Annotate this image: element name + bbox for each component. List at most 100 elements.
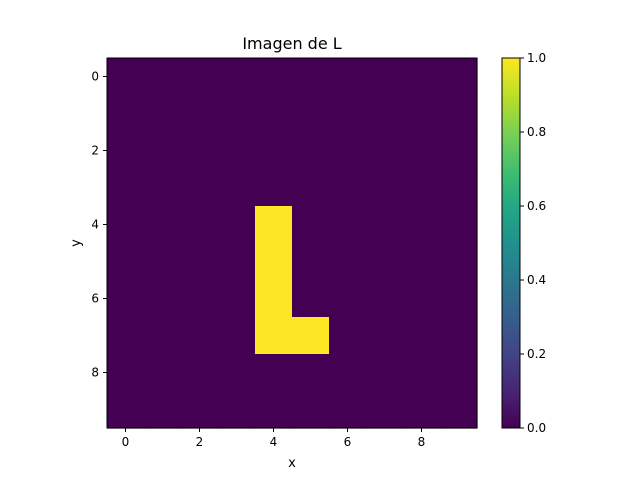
heatmap-cell: [107, 354, 145, 392]
colorbar-tick-label: 0.2: [527, 347, 546, 361]
heatmap-cell: [440, 169, 478, 207]
heatmap-cell: [329, 317, 367, 355]
heatmap-cell: [403, 132, 441, 170]
heatmap-cell: [403, 354, 441, 392]
heatmap-cell: [329, 95, 367, 133]
heatmap-cell: [440, 280, 478, 318]
heatmap-cell: [440, 132, 478, 170]
heatmap-cell: [292, 391, 330, 429]
heatmap-cell: [181, 206, 219, 244]
heatmap-cell: [255, 169, 293, 207]
heatmap-cell: [329, 169, 367, 207]
heatmap-cell: [218, 132, 256, 170]
heatmap-cell: [292, 354, 330, 392]
heatmap-cell: [366, 206, 404, 244]
y-tick-label: 8: [91, 366, 99, 380]
heatmap-cell: [107, 391, 145, 429]
heatmap-cell: [218, 58, 256, 96]
heatmap-cell: [181, 169, 219, 207]
colorbar: [501, 57, 521, 429]
heatmap-cell: [440, 317, 478, 355]
heatmap-cell: [440, 58, 478, 96]
heatmap-cell: [403, 280, 441, 318]
heatmap-cell: [181, 280, 219, 318]
heatmap-cell: [329, 243, 367, 281]
chart-title: Imagen de L: [242, 34, 341, 53]
heatmap-cell: [107, 132, 145, 170]
heatmap-cell: [329, 391, 367, 429]
heatmap-cell: [218, 354, 256, 392]
heatmap-cell: [292, 58, 330, 96]
x-tick-label: 8: [418, 435, 426, 449]
heatmap-cell: [292, 317, 330, 355]
heatmap-cell: [255, 317, 293, 355]
heatmap-cell: [144, 206, 182, 244]
heatmap-cell: [403, 95, 441, 133]
colorbar-tick-label: 1.0: [527, 51, 546, 65]
heatmap-cell: [255, 58, 293, 96]
heatmap-cell: [181, 391, 219, 429]
heatmap-cell: [107, 317, 145, 355]
heatmap-cell: [440, 391, 478, 429]
heatmap-cell: [403, 169, 441, 207]
heatmap-cell: [181, 354, 219, 392]
y-tick-label: 0: [91, 70, 99, 84]
heatmap-cell: [144, 243, 182, 281]
x-tick-label: 0: [122, 435, 130, 449]
heatmap-cell: [144, 391, 182, 429]
heatmap-cell: [292, 280, 330, 318]
heatmap-cell: [218, 95, 256, 133]
heatmap-cell: [440, 243, 478, 281]
heatmap-cell: [403, 58, 441, 96]
heatmap-cell: [255, 354, 293, 392]
colorbar-tick-label: 0.4: [527, 273, 546, 287]
colorbar-tick-label: 0.8: [527, 125, 546, 139]
heatmap-cell: [366, 58, 404, 96]
heatmap-cell: [255, 243, 293, 281]
heatmap-cell: [144, 354, 182, 392]
heatmap-cell: [255, 280, 293, 318]
heatmap-cell: [255, 95, 293, 133]
heatmap-cell: [218, 243, 256, 281]
heatmap-cell: [329, 206, 367, 244]
y-tick-label: 4: [91, 218, 99, 232]
heatmap-cell: [329, 58, 367, 96]
heatmap-cell: [292, 243, 330, 281]
heatmap-cell: [218, 317, 256, 355]
y-axis-label: y: [69, 239, 84, 247]
heatmap-cell: [440, 206, 478, 244]
heatmap-cell: [440, 95, 478, 133]
heatmap-cell: [403, 243, 441, 281]
heatmap-cell: [107, 169, 145, 207]
y-tick-label: 2: [91, 144, 99, 158]
heatmap-cell: [366, 354, 404, 392]
x-axis-ticks: 0 2 4 6 8: [122, 428, 426, 449]
heatmap-cell: [366, 317, 404, 355]
x-tick-label: 2: [196, 435, 204, 449]
heatmap-cell: [144, 95, 182, 133]
heatmap-cell: [440, 354, 478, 392]
heatmap-cell: [144, 317, 182, 355]
colorbar-tick-label: 0.0: [527, 421, 546, 435]
heatmap-cell: [255, 391, 293, 429]
heatmap-cell: [144, 58, 182, 96]
heatmap-cell: [366, 391, 404, 429]
x-tick-label: 6: [344, 435, 352, 449]
heatmap-cell: [292, 95, 330, 133]
heatmap-cell: [403, 206, 441, 244]
heatmap-cell: [366, 132, 404, 170]
heatmap-cell: [181, 243, 219, 281]
heatmap-cell: [107, 206, 145, 244]
colorbar-ticks: 0.0 0.2 0.4 0.6 0.8 1.0: [520, 51, 546, 435]
colorbar-tick-label: 0.6: [527, 199, 546, 213]
heatmap-cell: [366, 280, 404, 318]
heatmap-cell: [329, 354, 367, 392]
heatmap-cell: [218, 280, 256, 318]
plot-frame: [106, 57, 478, 429]
y-axis-ticks: 0 2 4 6 8: [91, 70, 107, 380]
heatmap-cell: [329, 280, 367, 318]
heatmap-cell: [107, 243, 145, 281]
heatmap-cell: [181, 132, 219, 170]
heatmap-cell: [366, 243, 404, 281]
